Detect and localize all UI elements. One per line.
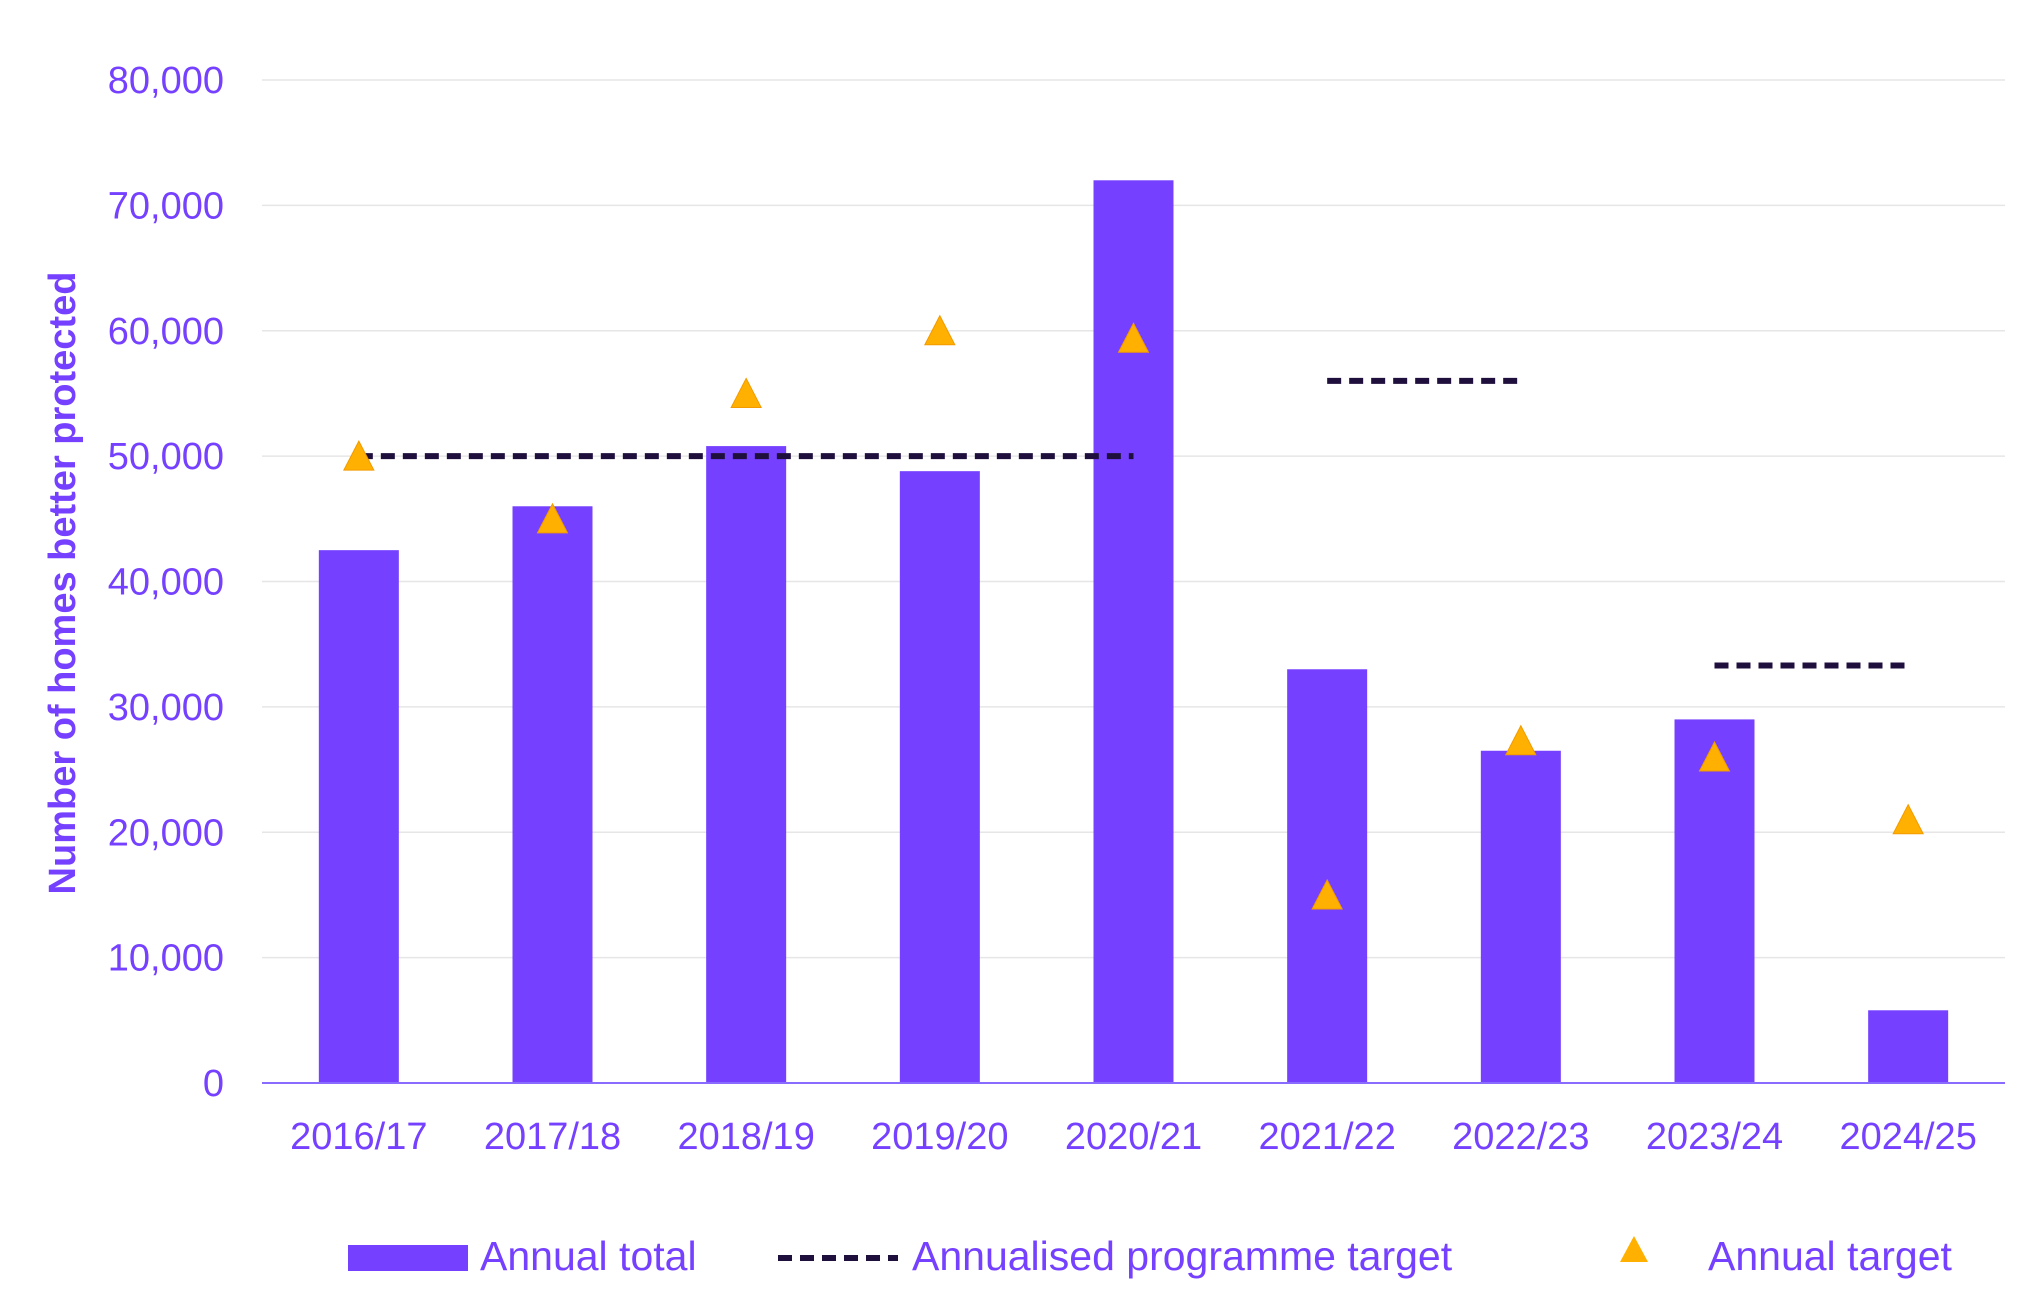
- x-tick-label: 2022/23: [1452, 1116, 1589, 1158]
- x-tick-label: 2023/24: [1646, 1116, 1783, 1158]
- bar-2016/17: [318, 550, 399, 1083]
- bar-2024/25: [1868, 1010, 1949, 1083]
- annual-target-marker-2024/25: [1892, 803, 1924, 835]
- bar-2021/22: [1287, 669, 1368, 1083]
- bar-2020/21: [1093, 180, 1174, 1084]
- y-tick-label: 50,000: [108, 436, 224, 478]
- bar-2018/19: [706, 446, 787, 1084]
- y-tick-label: 0: [203, 1063, 224, 1105]
- y-tick-label: 10,000: [108, 938, 224, 980]
- y-tick-label: 70,000: [108, 185, 224, 227]
- x-tick-label: 2024/25: [1839, 1116, 1976, 1158]
- bars: [318, 180, 1949, 1084]
- annual-target-marker-2022/23: [1505, 724, 1537, 756]
- bar-2022/23: [1480, 750, 1561, 1083]
- annual-target-marker-2021/22: [1311, 878, 1343, 910]
- y-tick-label: 40,000: [108, 562, 224, 604]
- annual-target-marker-2020/21: [1117, 322, 1150, 353]
- y-tick-labels: 0 10,000 20,000 30,000 40,000 50,000 60,000 70,…: [108, 60, 224, 1105]
- legend-swatch-annual-total: [348, 1245, 468, 1271]
- annual-target-marker-2023/24: [1698, 740, 1731, 772]
- annual-target-markers: [343, 314, 1924, 910]
- bar-2023/24: [1674, 719, 1755, 1083]
- legend: Annual total Annualised programme target…: [348, 1233, 1953, 1279]
- annual-target-marker-2018/19: [730, 377, 762, 408]
- x-tick-label: 2020/21: [1065, 1116, 1202, 1158]
- bar-2017/18: [512, 506, 593, 1083]
- programme-target-lines: [358, 377, 1909, 669]
- bar-2019/20: [899, 471, 980, 1083]
- legend-label-programme-target: Annualised programme target: [912, 1233, 1453, 1279]
- x-tick-label: 2019/20: [871, 1116, 1008, 1158]
- legend-swatch-annual-target: [1620, 1236, 1648, 1262]
- x-tick-label: 2017/18: [484, 1116, 621, 1158]
- y-axis-label: Number of homes better protected: [42, 272, 84, 895]
- x-tick-label: 2018/19: [677, 1116, 814, 1158]
- y-tick-label: 30,000: [108, 687, 224, 729]
- annual-target-marker-2016/17: [343, 440, 375, 471]
- x-tick-label: 2016/17: [290, 1116, 427, 1158]
- y-tick-label: 60,000: [108, 311, 224, 353]
- x-tick-labels: 2016/17 2017/18 2018/19 2019/20 2020/21 2021/…: [290, 1116, 1977, 1158]
- y-tick-label: 20,000: [108, 812, 224, 854]
- annual-target-marker-2017/18: [536, 502, 569, 534]
- annual-target-marker-2019/20: [924, 314, 956, 346]
- y-tick-label: 80,000: [108, 60, 224, 102]
- legend-label-annual-target: Annual target: [1708, 1233, 1953, 1279]
- legend-label-annual-total: Annual total: [480, 1233, 697, 1279]
- x-tick-label: 2021/22: [1258, 1116, 1395, 1158]
